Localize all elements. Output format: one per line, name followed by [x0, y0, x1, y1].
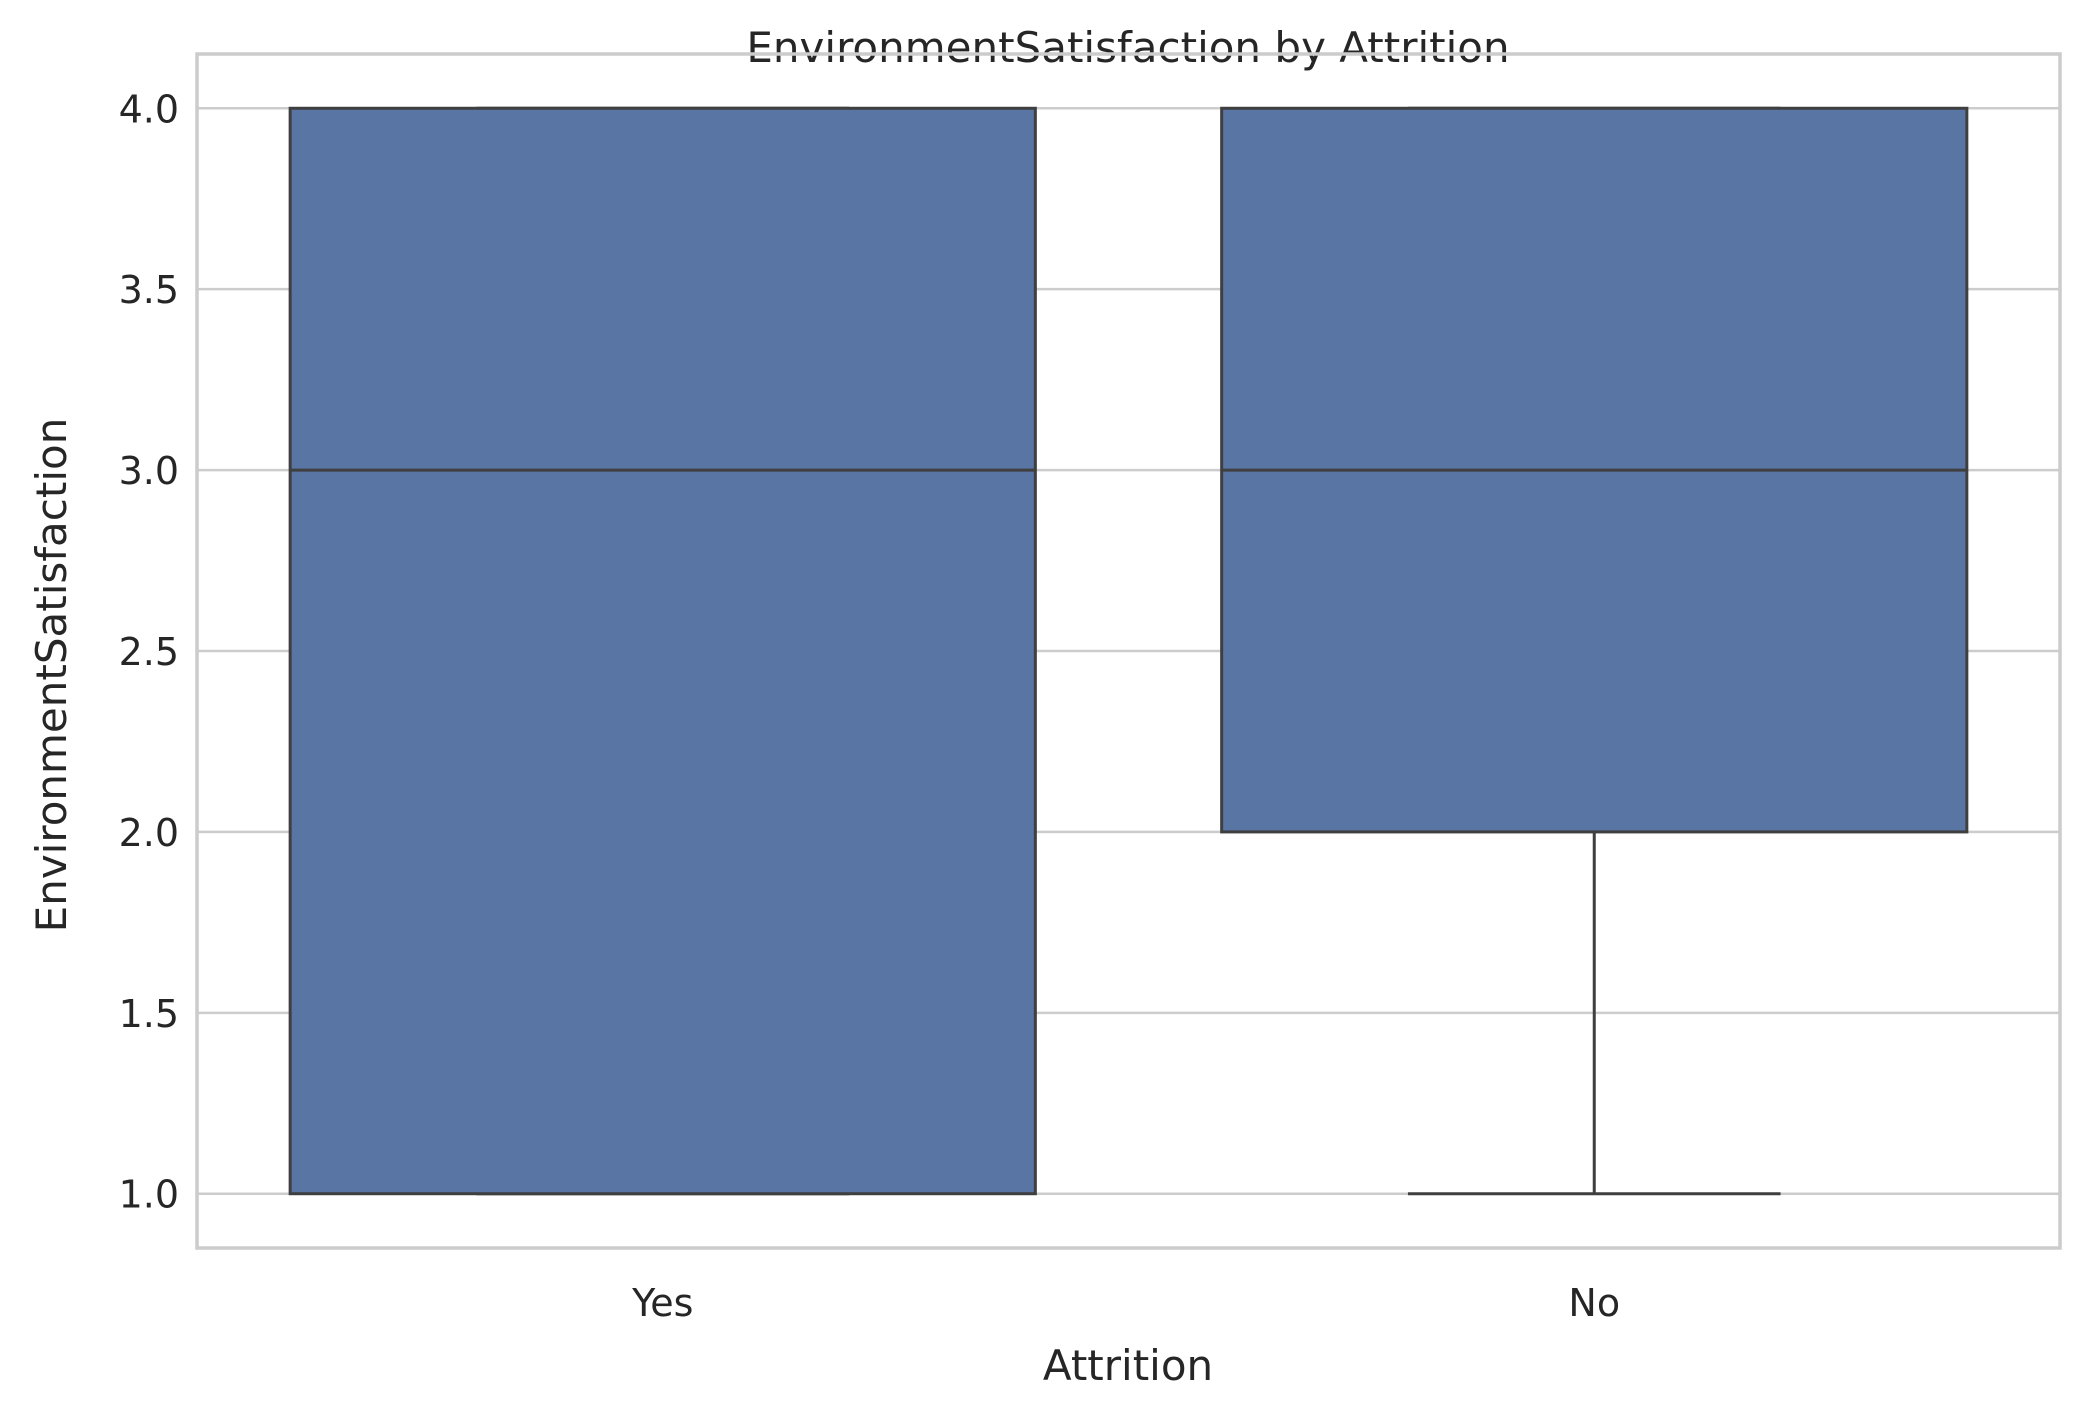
- y-tick-label: 3.5: [119, 268, 179, 312]
- chart-title: EnvironmentSatisfaction by Attrition: [746, 23, 1509, 72]
- y-tick-label: 3.0: [119, 449, 179, 493]
- y-tick-label: 2.0: [119, 811, 179, 855]
- plot-area: 1.0 1.5 2.0 2.5 3.0 3.5 4.0 Yes No: [119, 52, 2062, 1325]
- box-yes: [288, 106, 1037, 1196]
- plot-frame: [195, 52, 2062, 1250]
- y-tick-label: 4.0: [119, 87, 179, 131]
- x-tick-label: Yes: [631, 1281, 693, 1325]
- x-tick-label: No: [1568, 1281, 1620, 1325]
- y-tick-label: 2.5: [119, 630, 179, 674]
- y-tick-label: 1.0: [119, 1173, 179, 1217]
- y-axis-label: EnvironmentSatisfaction: [27, 418, 76, 933]
- x-axis-label: Attrition: [1043, 1341, 1213, 1390]
- y-tick-label: 1.5: [119, 992, 179, 1036]
